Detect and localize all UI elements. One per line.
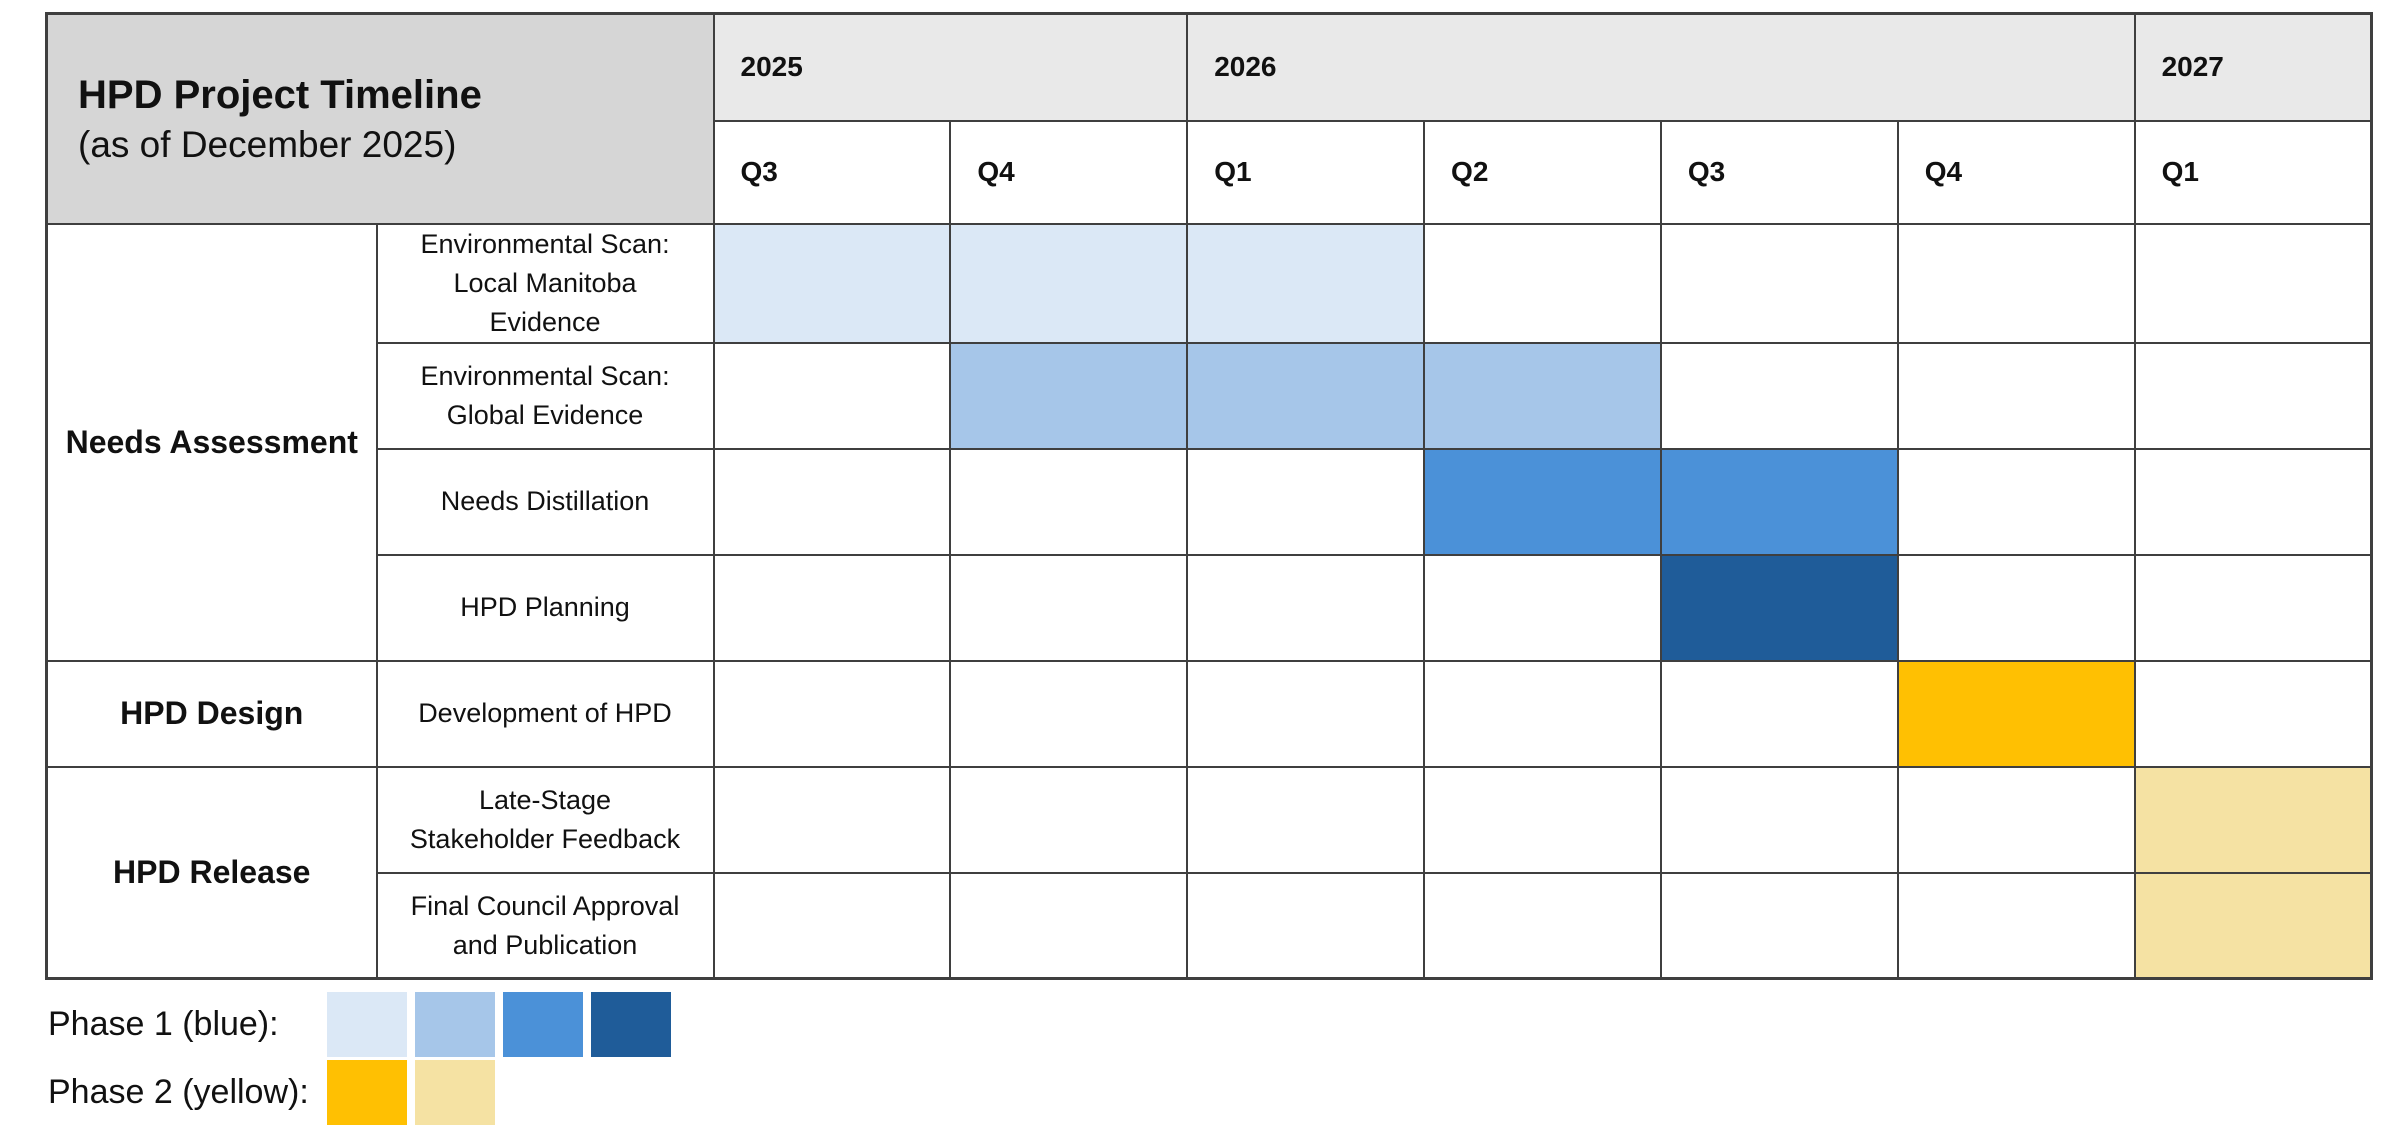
gantt-cell [1423, 222, 1662, 344]
year-header-2025: 2025 [712, 12, 1189, 122]
gantt-cell [1423, 765, 1662, 874]
gantt-cell [2133, 553, 2373, 662]
legend-label-phase-1: Phase 1 (blue): [48, 1004, 279, 1043]
page-title: HPD Project Timeline [78, 72, 482, 117]
legend-label-phase-2: Phase 2 (yellow): [48, 1072, 309, 1111]
task-label: Late-Stage Stakeholder Feedback [375, 765, 715, 874]
gantt-cell [1423, 553, 1662, 662]
gantt-cell [1896, 341, 2136, 450]
task-label: Final Council Approval and Publication [375, 871, 715, 980]
task-row: HPD Planning [47, 553, 2373, 662]
quarter-header: Q4 [949, 119, 1189, 225]
gantt-cell [1659, 222, 1899, 344]
gantt-bar-segment [712, 222, 952, 344]
gantt-cell [1896, 222, 2136, 344]
chart-title-cell: HPD Project Timeline (as of December 202… [45, 12, 715, 225]
gantt-cell [2133, 447, 2373, 556]
gantt-bar-segment [2133, 871, 2373, 980]
task-label: Environmental Scan: Local Manitoba Evide… [375, 222, 715, 344]
legend-swatch-blue2 [415, 991, 495, 1057]
gantt-bar-segment [949, 222, 1189, 344]
task-row: Needs Assessment Environmental Scan: Loc… [45, 222, 2373, 662]
legend-phase-1: Phase 1 (blue): [48, 991, 671, 1057]
gantt-cell [1896, 871, 2136, 980]
gantt-cell [712, 659, 952, 768]
gantt-bar-segment [1659, 447, 1899, 556]
quarter-header: Q3 [1659, 119, 1899, 225]
gantt-bar-segment [2133, 765, 2373, 874]
gantt-cell [949, 659, 1189, 768]
gantt-cell [949, 765, 1189, 874]
gantt-cell [712, 553, 952, 662]
gantt-bar-segment [1423, 341, 1662, 450]
task-row: Final Council Approval and Publication [47, 871, 2373, 980]
gantt-cell [2133, 222, 2373, 344]
year-header-2026: 2026 [1186, 12, 2136, 122]
gantt-cell [949, 871, 1189, 980]
gantt-cell [1423, 659, 1662, 768]
gantt-cell [1896, 553, 2136, 662]
legend-swatches-phase-1 [327, 991, 671, 1057]
gantt-cell [1186, 553, 1426, 662]
legend-swatch-blue3 [503, 991, 583, 1057]
page-subtitle: (as of December 2025) [78, 123, 457, 165]
quarter-header: Q2 [1423, 119, 1662, 225]
task-row: Environmental Scan: Global Evidence [47, 341, 2373, 450]
gantt-cell [1423, 871, 1662, 980]
gantt-cell [949, 553, 1189, 662]
quarter-header: Q1 [1186, 119, 1426, 225]
gantt-bar-segment [1423, 447, 1662, 556]
task-label: Needs Distillation [375, 447, 715, 556]
group-label-hpd-release: HPD Release [45, 765, 378, 980]
legend-swatch-blue4 [591, 991, 671, 1057]
quarter-header-row: Q3 Q4 Q1 Q2 Q3 Q4 Q1 [47, 119, 2373, 225]
task-label: Development of HPD [375, 659, 715, 768]
legend-swatch-blue1 [327, 991, 407, 1057]
gantt-cell [1186, 447, 1426, 556]
gantt-cell [1659, 659, 1899, 768]
gantt-bar-segment [1659, 553, 1899, 662]
group-label-needs-assessment: Needs Assessment [45, 222, 378, 662]
legend-swatch-gold [327, 1059, 407, 1125]
year-header-2027: 2027 [2133, 12, 2373, 122]
legend-swatches-phase-2 [327, 1059, 495, 1125]
task-row: HPD Design Development of HPD [45, 659, 2373, 768]
gantt-cell [2133, 341, 2373, 450]
year-header-row: HPD Project Timeline (as of December 202… [45, 12, 2373, 225]
gantt-cell [712, 765, 952, 874]
gantt-cell [1896, 765, 2136, 874]
gantt-bar-segment [949, 341, 1189, 450]
gantt-cell [712, 871, 952, 980]
task-row: Needs Distillation [47, 447, 2373, 556]
gantt-cell [1659, 341, 1899, 450]
task-row: HPD Release Late-Stage Stakeholder Feedb… [45, 765, 2373, 980]
gantt-bar-segment [1186, 341, 1426, 450]
gantt-cell [1186, 871, 1426, 980]
timeline-table: HPD Project Timeline (as of December 202… [45, 12, 2373, 981]
task-label: Environmental Scan: Global Evidence [375, 341, 715, 450]
gantt-bar-segment [1896, 659, 2136, 768]
gantt-cell [1659, 765, 1899, 874]
gantt-cell [712, 447, 952, 556]
gantt-cell [712, 341, 952, 450]
legend-phase-2: Phase 2 (yellow): [48, 1059, 495, 1125]
quarter-header: Q4 [1896, 119, 2136, 225]
quarter-header: Q1 [2133, 119, 2373, 225]
gantt-cell [1186, 765, 1426, 874]
gantt-cell [2133, 659, 2373, 768]
gantt-cell [1186, 659, 1426, 768]
quarter-header: Q3 [712, 119, 952, 225]
gantt-bar-segment [1186, 222, 1426, 344]
gantt-cell [1659, 871, 1899, 980]
gantt-cell [949, 447, 1189, 556]
legend-swatch-yellow [415, 1059, 495, 1125]
task-label: HPD Planning [375, 553, 715, 662]
group-label-hpd-design: HPD Design [45, 659, 378, 768]
gantt-cell [1896, 447, 2136, 556]
